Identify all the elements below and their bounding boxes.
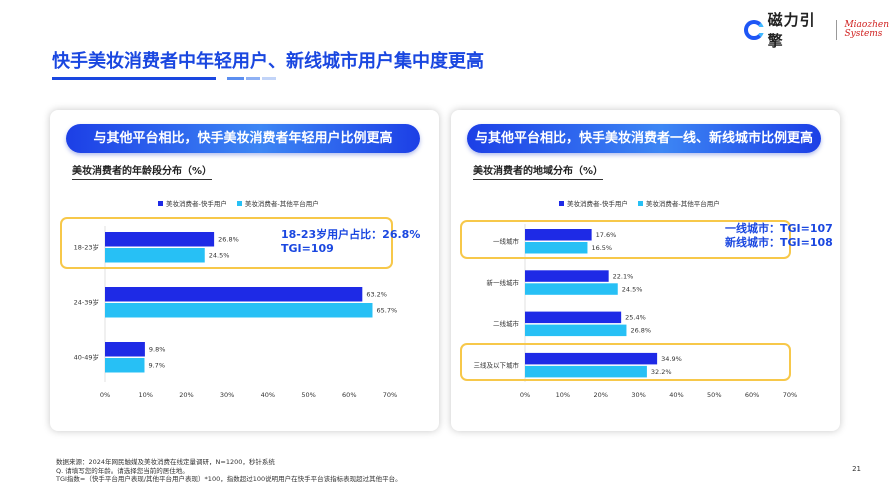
x-tick-label: 70% [383, 391, 397, 399]
category-label: 18-23岁 [74, 243, 99, 252]
category-label: 三线及以下城市 [474, 360, 520, 369]
bar-other [525, 242, 588, 254]
data-label: 24.5% [622, 285, 643, 293]
footnote-question: Q. 请填写您的年龄。请选择您当前的居住地。 [56, 466, 189, 475]
age-callout-line1: 18-23岁用户占比：26.8% [281, 228, 421, 241]
age-panel: 与其他平台相比，快手美妆消费者年轻用户比例更高 美妆消费者的年龄段分布（%） 美… [50, 110, 439, 431]
data-label: 22.1% [613, 272, 634, 280]
bar-other [525, 365, 647, 378]
footnote-source: 数据来源：2024年网民触媒及美妆消费在线定量调研，N=1200，秒针系统 [56, 458, 275, 466]
data-label: 34.9% [661, 355, 682, 363]
region-chart: 一线城市 17.6% 16.5% 新一线城市 22.1% 24.5% 二线城市 25.4% 26… [474, 224, 797, 399]
x-tick-label: 10% [556, 391, 570, 399]
age-callout-line2: TGI=109 [281, 242, 334, 255]
legend-swatch-dark [158, 200, 163, 206]
brand-logo: 磁力引擎 Miaozhen Systems [744, 9, 889, 51]
bar-kuaishou [525, 229, 592, 241]
x-tick-label: 60% [342, 391, 356, 399]
bar-other [525, 283, 618, 295]
region-callout-line2: 新线城市：TGI=108 [725, 236, 833, 249]
bar-kuaishou [525, 352, 658, 365]
age-headline-pill: 与其他平台相比，快手美妆消费者年轻用户比例更高 [66, 124, 420, 153]
bar-other [525, 324, 627, 337]
region-chart-subtitle: 美妆消费者的地域分布（%） [473, 162, 604, 180]
region-legend: 美妆消费者-快手用户 美妆消费者-其他平台用户 [559, 198, 730, 208]
legend-item-kuaishou: 美妆消费者-快手用户 [559, 198, 628, 208]
bar-kuaishou [525, 270, 609, 282]
legend-item-other: 美妆消费者-其他平台用户 [637, 198, 720, 208]
brand-c-icon [744, 20, 766, 40]
data-label: 17.6% [596, 231, 617, 239]
logo-divider [836, 20, 838, 40]
x-tick-label: 20% [179, 391, 193, 399]
bar-other [105, 358, 145, 373]
x-tick-label: 20% [593, 391, 607, 399]
data-label: 9.7% [148, 362, 165, 370]
bar-kuaishou [525, 311, 622, 324]
legend-label: 美妆消费者-快手用户 [166, 200, 227, 208]
data-label: 16.5% [591, 244, 612, 252]
x-tick-label: 0% [520, 391, 530, 399]
data-label: 65.7% [376, 307, 397, 315]
age-chart: 18-23岁 26.8% 24.5% 24-39岁 63.2% 65.7% 40-49岁 9.… [74, 226, 397, 399]
x-tick-label: 40% [261, 391, 275, 399]
data-label: 24.5% [209, 252, 230, 260]
brand-en-line2: Systems [844, 29, 883, 39]
x-tick-label: 70% [783, 391, 797, 399]
page-title: 快手美妆消费者中年轻用户、新线城市用户集中度更高 [52, 51, 484, 72]
age-callout: 18-23岁用户占比：26.8% TGI=109 [281, 228, 420, 256]
x-tick-label: 0% [100, 391, 110, 399]
region-highlight-box-tier1 [460, 220, 791, 259]
x-tick-label: 10% [138, 391, 152, 399]
age-highlight-box [60, 217, 393, 269]
brand-en: Miaozhen Systems [844, 21, 889, 39]
legend-swatch-light [637, 200, 643, 206]
region-headline-pill: 与其他平台相比，快手美妆消费者一线、新线城市比例更高 [467, 124, 821, 153]
category-label: 一线城市 [493, 237, 520, 246]
x-tick-label: 30% [631, 391, 645, 399]
x-tick-label: 30% [220, 391, 234, 399]
x-tick-label: 40% [669, 391, 683, 399]
title-underline-4 [262, 77, 276, 80]
data-label: 32.2% [651, 368, 672, 376]
legend-swatch-light [236, 200, 242, 206]
age-legend: 美妆消费者-快手用户 美妆消费者-其他平台用户 [158, 198, 329, 208]
bar-kuaishou [105, 342, 145, 357]
x-tick-label: 50% [707, 391, 721, 399]
bar-kuaishou [105, 287, 363, 302]
legend-item-kuaishou: 美妆消费者-快手用户 [158, 198, 227, 208]
legend-label: 美妆消费者-其他平台用户 [645, 200, 720, 208]
title-underline-1 [52, 77, 216, 80]
legend-swatch-dark [559, 200, 564, 206]
data-label: 26.8% [630, 327, 651, 335]
title-underline-2 [227, 77, 244, 80]
brand-name: 磁力引擎 [767, 11, 816, 50]
bar-other [105, 303, 373, 318]
age-chart-subtitle: 美妆消费者的年龄段分布（%） [72, 162, 213, 180]
region-callout: 一线城市：TGI=107 新线城市：TGI=108 [725, 222, 833, 250]
legend-label: 美妆消费者-快手用户 [567, 200, 628, 208]
brand-en-line1: Miaozhen [844, 20, 889, 30]
footnotes: 数据来源：2024年网民触媒及美妆消费在线定量调研，N=1200，秒针系统 Q.… [56, 458, 402, 484]
region-callout-line1: 一线城市：TGI=107 [725, 222, 833, 235]
region-panel: 与其他平台相比，快手美妆消费者一线、新线城市比例更高 美妆消费者的地域分布（%）… [451, 110, 840, 431]
bar-other [105, 248, 205, 263]
footnote-tgi: TGI指数=（快手平台用户表现/其他平台用户表现）*100，指数超过100说明用… [56, 475, 402, 483]
data-label: 9.8% [149, 346, 166, 354]
x-tick-label: 60% [745, 391, 759, 399]
category-label: 40-49岁 [74, 353, 99, 362]
x-tick-label: 50% [301, 391, 315, 399]
title-underline-3 [246, 77, 260, 80]
page-number: 21 [852, 465, 861, 473]
data-label: 26.8% [218, 236, 239, 244]
data-label: 25.4% [625, 314, 646, 322]
legend-item-other: 美妆消费者-其他平台用户 [236, 198, 319, 208]
category-label: 二线城市 [493, 319, 520, 328]
category-label: 24-39岁 [74, 298, 99, 307]
data-label: 63.2% [366, 291, 387, 299]
bar-kuaishou [105, 232, 215, 247]
category-label: 新一线城市 [487, 278, 520, 287]
legend-label: 美妆消费者-其他平台用户 [244, 200, 319, 208]
region-highlight-box-tier3 [460, 343, 791, 381]
